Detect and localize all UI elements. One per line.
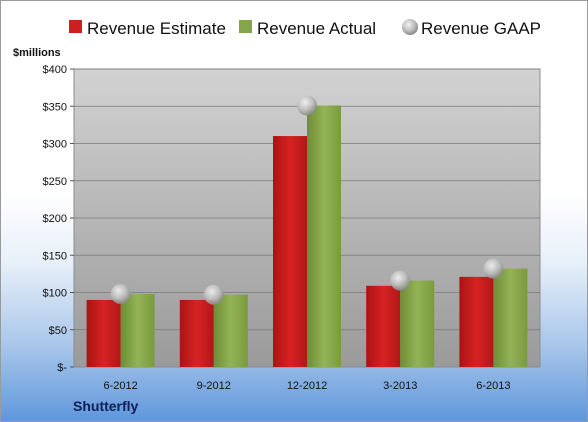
legend-swatch-estimate bbox=[69, 20, 82, 33]
gaap-marker bbox=[110, 283, 131, 304]
gaap-marker bbox=[297, 95, 317, 116]
x-tick-label: 6-2012 bbox=[103, 380, 137, 392]
y-tick-label: $200 bbox=[43, 213, 67, 225]
legend-label-gaap: Revenue GAAP bbox=[421, 19, 541, 38]
legend-label-estimate: Revenue Estimate bbox=[87, 19, 226, 38]
x-tick-label: 3-2013 bbox=[383, 380, 417, 392]
bar-estimate bbox=[179, 299, 214, 367]
bar-estimate bbox=[366, 285, 401, 367]
bar-actual bbox=[493, 268, 528, 367]
gaap-marker bbox=[203, 284, 224, 305]
company-name: Shutterfly bbox=[73, 398, 139, 414]
y-tick-label: $400 bbox=[43, 64, 67, 76]
y-tick-label: $150 bbox=[43, 250, 67, 262]
bar-estimate bbox=[86, 299, 121, 367]
y-tick-label: $300 bbox=[43, 139, 67, 151]
y-tick-label: $100 bbox=[43, 288, 67, 300]
y-tick-label: $350 bbox=[43, 101, 67, 113]
gaap-markers bbox=[110, 95, 504, 305]
x-tick-label: 12-2012 bbox=[287, 380, 327, 392]
bar-actual bbox=[213, 294, 248, 367]
legend-swatch-actual bbox=[239, 20, 252, 33]
bar-actual bbox=[400, 280, 435, 367]
x-tick-label: 9-2012 bbox=[197, 380, 231, 392]
bars bbox=[86, 105, 528, 367]
x-axis-ticks: 6-2012 9-2012 12-2012 3-2013 6-2013 bbox=[103, 380, 510, 392]
bar-actual bbox=[120, 293, 155, 367]
legend-swatch-gaap bbox=[402, 19, 418, 35]
gaap-marker bbox=[483, 258, 504, 279]
y-axis-unit-label: $millions bbox=[13, 47, 61, 59]
gaap-marker bbox=[390, 270, 411, 291]
legend-label-actual: Revenue Actual bbox=[257, 19, 376, 38]
y-tick-label: $50 bbox=[49, 325, 67, 337]
bar-estimate bbox=[273, 136, 307, 367]
y-tick-label: $- bbox=[57, 362, 67, 374]
bar-estimate bbox=[459, 276, 494, 367]
legend: Revenue Estimate Revenue Actual Revenue … bbox=[69, 19, 541, 38]
y-tick-label: $250 bbox=[43, 176, 67, 188]
y-axis-ticks: $- $50 $100 $150 $200 $250 $300 $350 $400 bbox=[43, 64, 74, 374]
bar-actual bbox=[307, 105, 341, 367]
x-tick-label: 6-2013 bbox=[476, 380, 510, 392]
